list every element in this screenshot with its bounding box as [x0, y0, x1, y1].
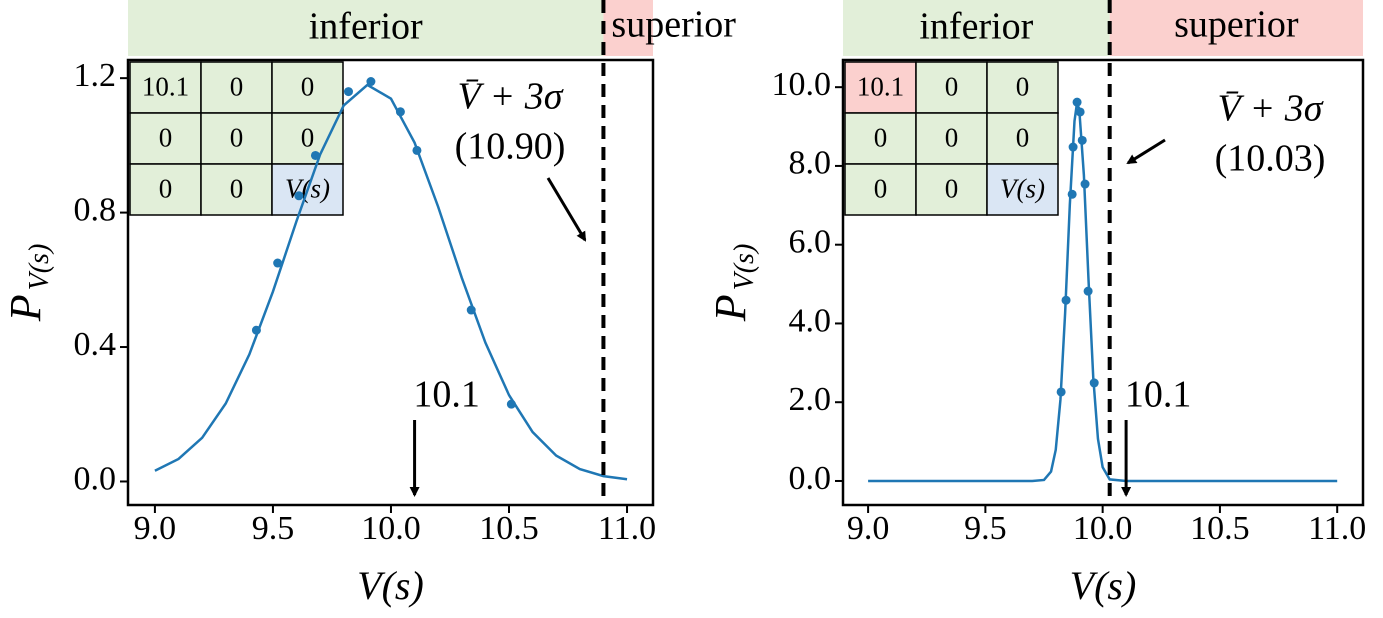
table-cell-text: 0 — [230, 174, 244, 204]
x-tick-label: 10.5 — [479, 510, 539, 547]
y-axis-label-sub: V(s) — [729, 244, 760, 291]
table-cell-text: 0 — [945, 72, 959, 102]
table-cell-text: 0 — [230, 72, 244, 102]
table-cell-text: 10.1 — [857, 72, 904, 102]
x-tick-label: 10.0 — [361, 510, 421, 547]
y-tick-label: 0.0 — [789, 460, 832, 497]
x-tick-label: 9.5 — [964, 510, 1007, 547]
plot-frame — [841, 58, 1365, 507]
table-cell — [129, 163, 202, 216]
data-point — [1061, 295, 1071, 305]
table-cell — [271, 61, 344, 114]
table-cell-text: 0 — [945, 174, 959, 204]
x-axis-label: V(s) — [1070, 563, 1137, 608]
table-cell — [915, 163, 988, 216]
y-axis-label: P V(s) — [1, 244, 55, 323]
region-band — [1109, 0, 1363, 56]
y-axis-label-main: P — [1, 294, 50, 322]
curve — [154, 83, 628, 481]
table-cell-text: 10.1 — [142, 72, 189, 102]
region-label: inferior — [309, 6, 423, 48]
region-label: superior — [1174, 4, 1299, 46]
x-tick-label: 10.5 — [1190, 510, 1250, 547]
threshold-label: (10.03) — [1215, 138, 1326, 180]
table-cell — [986, 112, 1059, 165]
data-point — [1067, 189, 1077, 199]
y-tick-label: 0.4 — [74, 326, 117, 363]
data-point — [366, 77, 376, 87]
data-point — [1072, 97, 1082, 107]
threshold-arrow — [546, 177, 587, 242]
y-tick-label: 6.0 — [789, 223, 832, 260]
table-cell — [915, 61, 988, 114]
x-tick-label: 10.0 — [1073, 510, 1133, 547]
y-tick-label: 0.8 — [74, 191, 117, 228]
threshold-label: (10.90) — [455, 126, 566, 168]
table-cell — [844, 61, 917, 114]
y-tick-label: 1.2 — [74, 57, 117, 94]
table-cell — [986, 61, 1059, 114]
table-cell-text: 0 — [159, 123, 173, 153]
table-cell-text: 0 — [230, 123, 244, 153]
data-point — [1068, 142, 1078, 152]
data-point — [395, 107, 405, 117]
marker-label: 10.1 — [413, 374, 480, 416]
threshold-text: V̄ + 3σ — [458, 76, 564, 118]
region-label: superior — [611, 4, 736, 46]
x-tick-label: 9.0 — [847, 510, 890, 547]
data-point — [466, 305, 476, 315]
marker-label: 10.1 — [1125, 374, 1192, 416]
table-cell-text: 0 — [1016, 123, 1030, 153]
table-cell-text: 0 — [301, 72, 315, 102]
threshold-arrow — [1126, 138, 1166, 165]
data-point — [1077, 135, 1087, 145]
data-point — [273, 258, 283, 268]
data-point — [1083, 286, 1093, 296]
y-tick-label: 0.0 — [74, 460, 117, 497]
y-tick-label: 4.0 — [789, 302, 832, 339]
y-axis-label-main: P — [706, 294, 755, 322]
data-point — [1075, 107, 1085, 117]
x-axis-label: V(s) — [357, 563, 424, 608]
data-point — [1089, 378, 1099, 388]
data-point — [294, 191, 304, 201]
y-tick-label: 2.0 — [789, 381, 832, 418]
data-point — [251, 325, 261, 335]
data-point — [1080, 179, 1090, 189]
x-tick-label: 9.0 — [134, 510, 177, 547]
region-band — [843, 0, 1110, 56]
x-tick-label: 11.0 — [598, 510, 656, 547]
table-cell — [986, 163, 1059, 216]
table-cell — [844, 112, 917, 165]
data-point — [506, 399, 516, 409]
table-cell-text: 0 — [1016, 72, 1030, 102]
region-label: inferior — [919, 6, 1033, 48]
data-point — [310, 150, 320, 160]
table-cell-text: 0 — [301, 123, 315, 153]
table-cell — [271, 112, 344, 165]
y-axis-label: P V(s) — [706, 244, 760, 323]
y-tick-label: 8.0 — [789, 145, 832, 182]
x-tick-label: 11.0 — [1308, 510, 1366, 547]
table-cell-text: 0 — [945, 123, 959, 153]
region-band — [603, 0, 653, 56]
y-tick-label: 10.0 — [772, 66, 832, 103]
region-band — [128, 0, 604, 56]
data-point — [412, 145, 422, 155]
plot-frame — [126, 58, 655, 507]
table-cell-text: 0 — [874, 123, 888, 153]
table-cell — [844, 163, 917, 216]
table-cell — [200, 112, 273, 165]
table-cell-text: 0 — [159, 174, 173, 204]
table-cell-text: 0 — [874, 174, 888, 204]
y-axis-label-sub: V(s) — [24, 244, 55, 291]
data-point — [343, 87, 353, 97]
table-cell — [200, 163, 273, 216]
x-tick-label: 9.5 — [252, 510, 295, 547]
data-point — [1056, 387, 1066, 397]
table-cell-text: V(s) — [1000, 174, 1045, 204]
threshold-text: V̄ + 3σ — [1218, 88, 1324, 130]
